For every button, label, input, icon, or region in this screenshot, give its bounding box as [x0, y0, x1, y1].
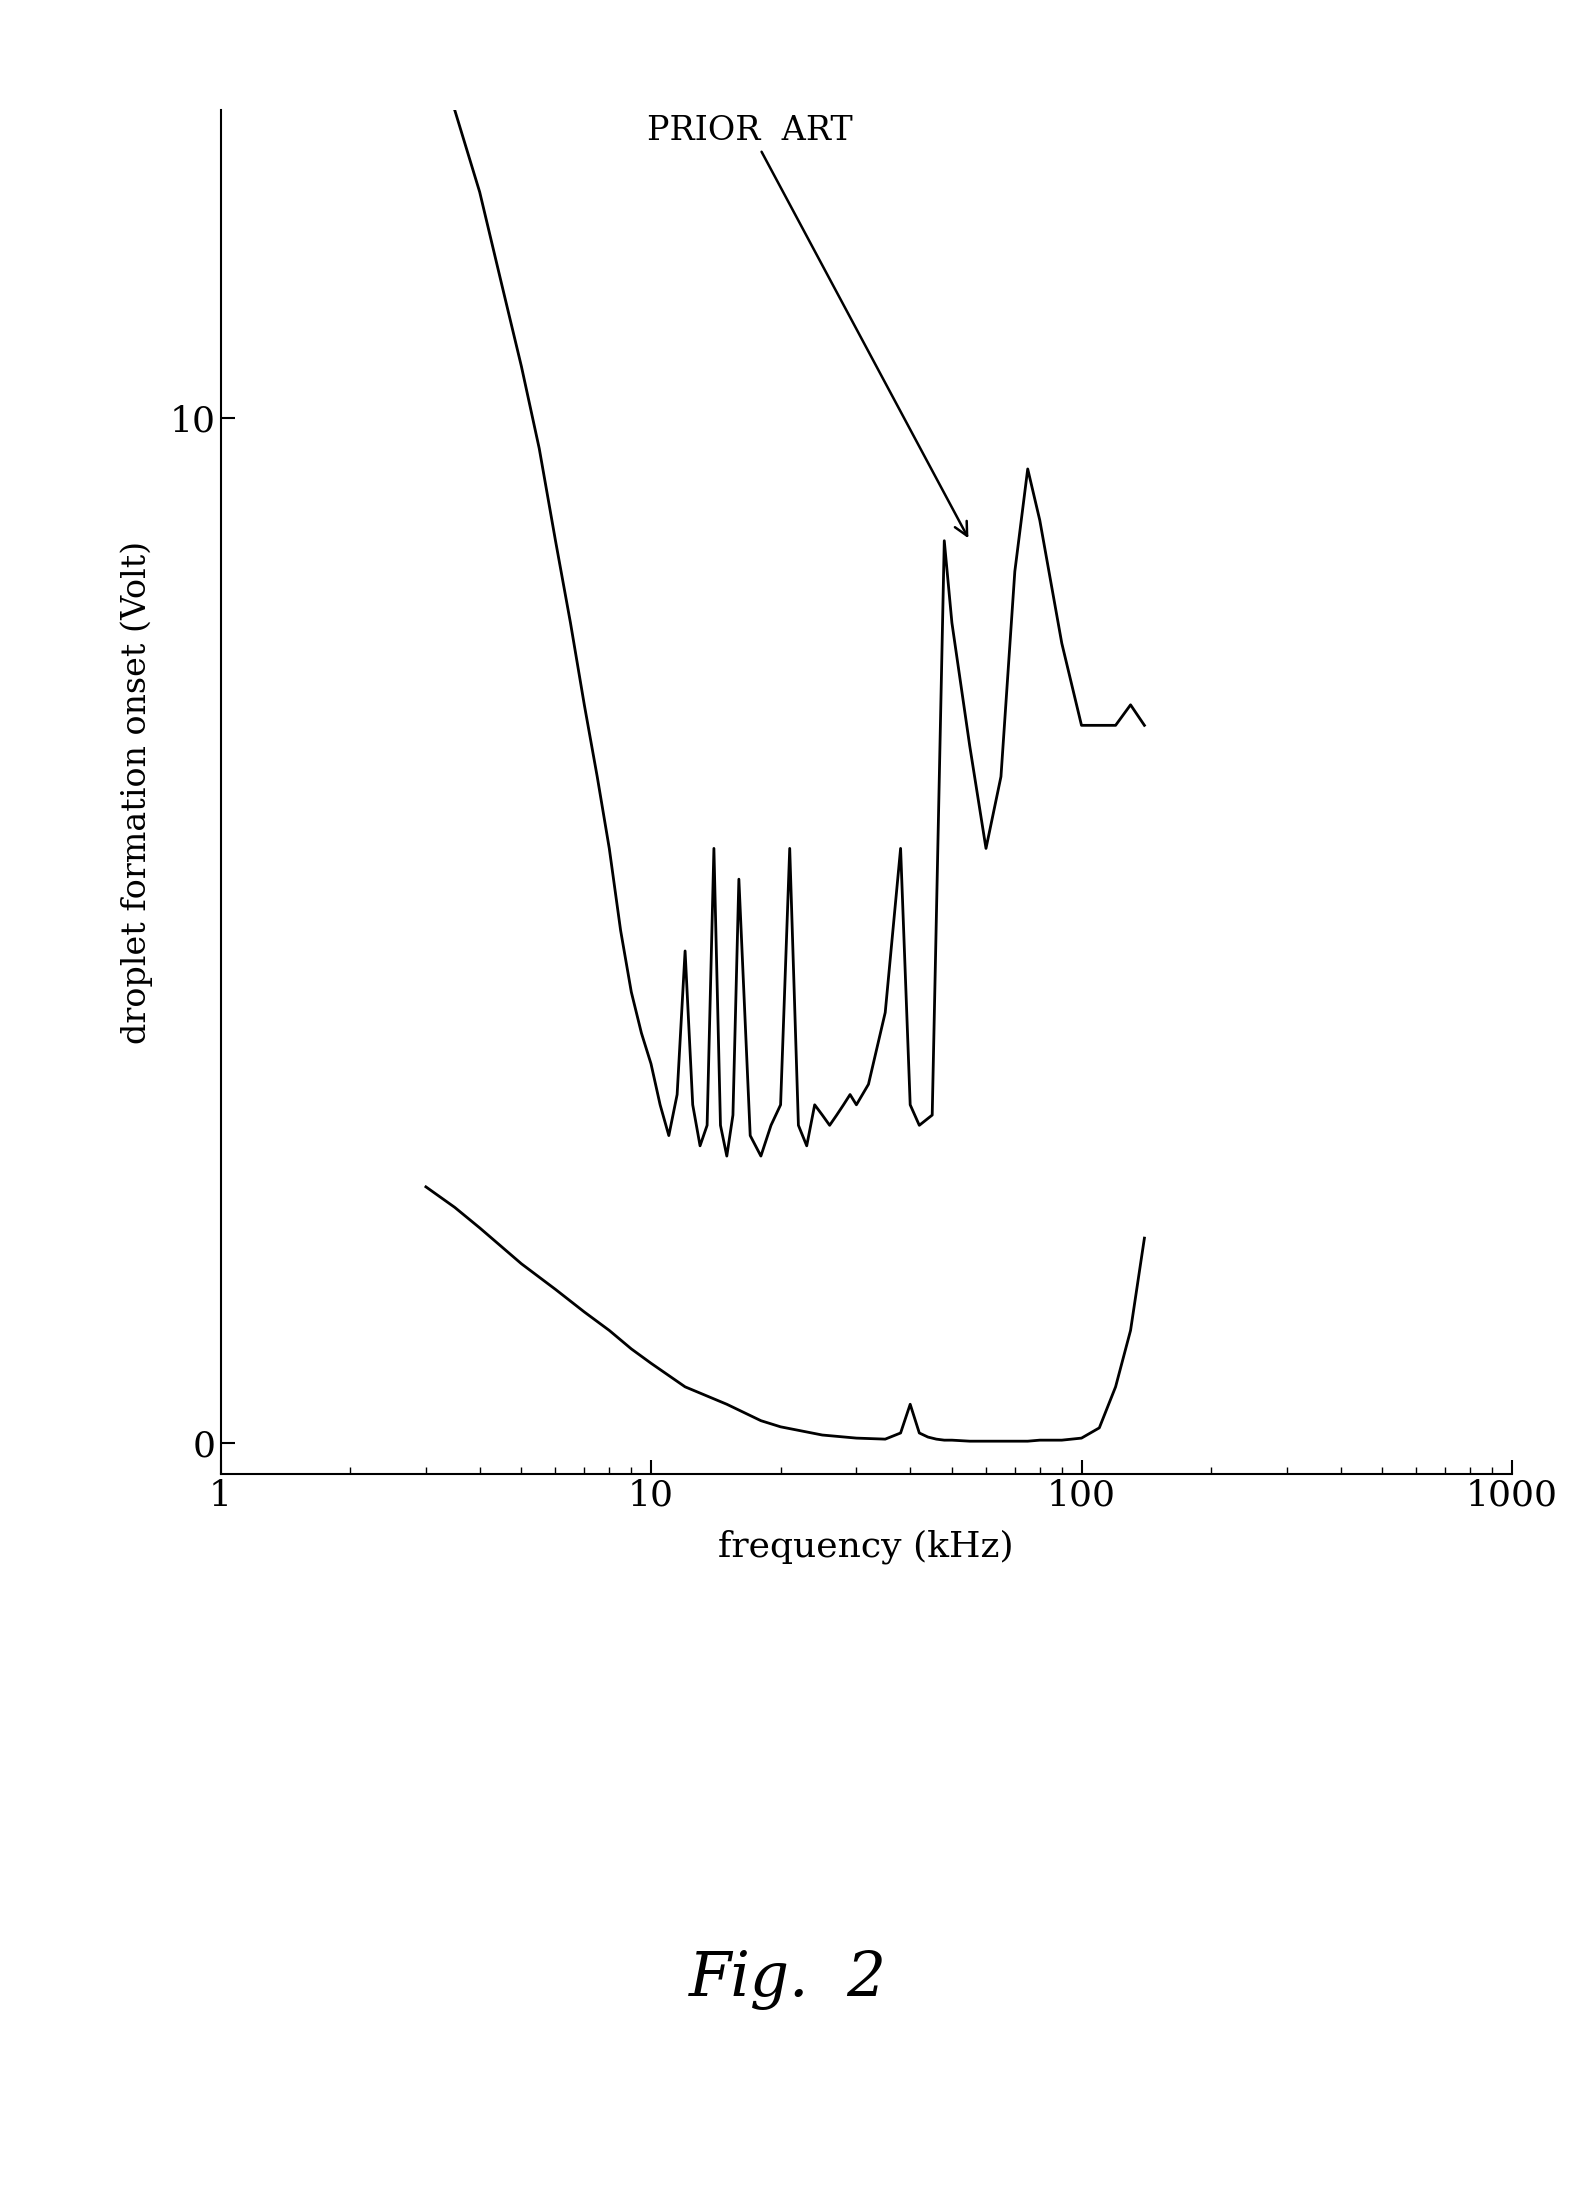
Text: PRIOR  ART: PRIOR ART	[647, 114, 967, 537]
Text: Fig.  2: Fig. 2	[688, 1949, 887, 2011]
X-axis label: frequency (kHz): frequency (kHz)	[718, 1529, 1014, 1564]
Y-axis label: droplet formation onset (Volt): droplet formation onset (Volt)	[120, 541, 153, 1043]
